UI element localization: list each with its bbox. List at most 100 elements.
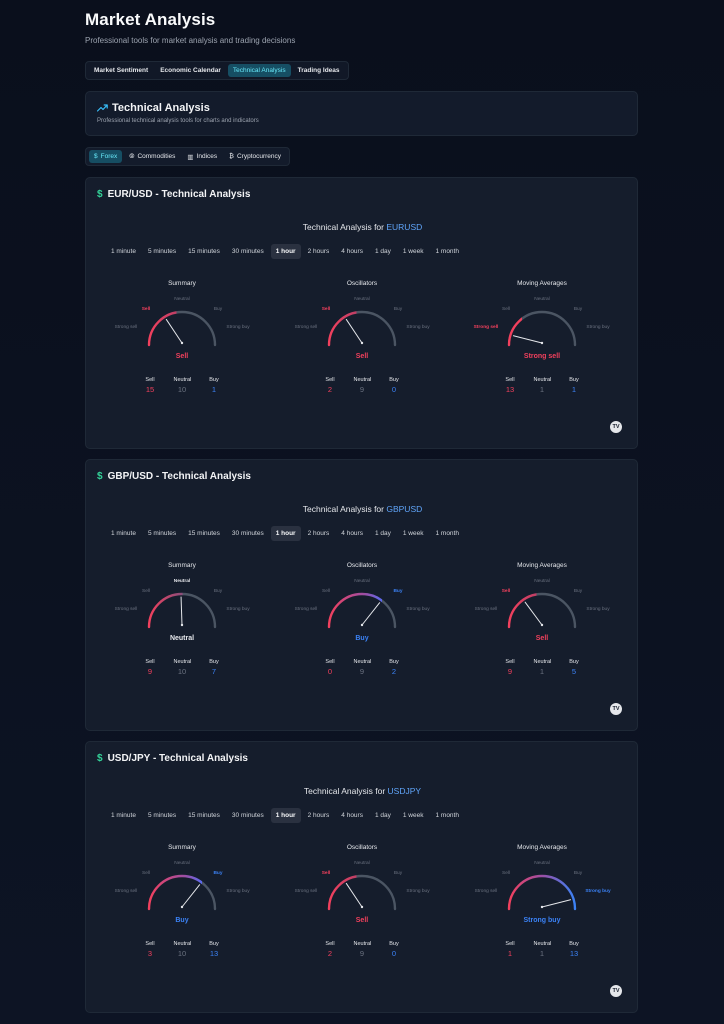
interval-1-week[interactable]: 1 week <box>402 530 424 537</box>
widget-heading-symbol[interactable]: EURUSD <box>386 222 423 232</box>
asset-tab-commodities[interactable]: ⦾ Commodities <box>124 150 180 164</box>
gauge-dial: Strong sell Sell Neutral Buy Strong buy <box>115 578 250 629</box>
gauge-arc <box>327 592 397 629</box>
asset-tab-forex[interactable]: $ Forex <box>89 150 123 163</box>
interval-selector: 1 minute 5 minutes 15 minutes 30 minutes 1 h… <box>106 808 464 823</box>
gauge-counts: Sell 1 Neutral 1 Buy 13 <box>452 941 632 958</box>
interval-2-hours[interactable]: 2 hours <box>307 248 330 255</box>
tradingview-logo-icon[interactable]: TV <box>610 421 622 433</box>
interval-15-minutes[interactable]: 15 minutes <box>188 530 220 537</box>
count-buy: Buy 13 <box>206 941 223 958</box>
tradingview-logo-icon[interactable]: TV <box>610 703 622 715</box>
interval-15-minutes[interactable]: 15 minutes <box>188 812 220 819</box>
interval-1-month[interactable]: 1 month <box>435 812 459 819</box>
interval-4-hours[interactable]: 4 hours <box>341 530 363 537</box>
count-sell: Sell 9 <box>502 659 519 676</box>
interval-30-minutes[interactable]: 30 minutes <box>231 530 264 537</box>
gauge-label-sell: Sell <box>322 870 331 876</box>
gauge-title[interactable]: Summary <box>168 280 196 287</box>
gauge-verdict: Buy <box>355 635 369 642</box>
interval-5-minutes[interactable]: 5 minutes <box>147 530 177 537</box>
interval-1-week[interactable]: 1 week <box>402 812 424 819</box>
gauge-title[interactable]: Oscillators <box>346 562 378 569</box>
gauge-title[interactable]: Summary <box>168 844 196 851</box>
interval-5-minutes[interactable]: 5 minutes <box>147 248 177 255</box>
count-buy: Buy 7 <box>206 659 223 676</box>
gauge-label-sell: Sell <box>502 588 511 594</box>
count-neutral: Neutral 10 <box>174 941 192 958</box>
asset-tab-indices[interactable]: ▥ Indices <box>182 150 222 164</box>
count-label: Neutral <box>353 377 372 383</box>
interval-1-hour[interactable]: 1 hour <box>270 244 301 259</box>
gauge-label-strong-buy: Strong buy <box>406 606 430 612</box>
count-neutral: Neutral 1 <box>534 659 552 676</box>
interval-4-hours[interactable]: 4 hours <box>341 812 363 819</box>
gauge-title[interactable]: Moving Averages <box>517 280 567 287</box>
asset-tab-cryptocurrency[interactable]: ₿ Cryptocurrency <box>224 150 286 163</box>
interval-1-month[interactable]: 1 month <box>435 530 459 537</box>
interval-15-minutes[interactable]: 15 minutes <box>188 248 220 255</box>
interval-1-week[interactable]: 1 week <box>402 248 424 255</box>
count-buy: Buy 2 <box>386 659 403 676</box>
interval-selector: 1 minute 5 minutes 15 minutes 30 minutes 1 h… <box>106 244 464 259</box>
interval-30-minutes[interactable]: 30 minutes <box>231 812 264 819</box>
widget-heading-prefix: Technical Analysis for <box>302 504 387 514</box>
widget-heading-symbol[interactable]: USDJPY <box>387 786 422 796</box>
gauge-title[interactable]: Oscillators <box>346 844 378 851</box>
gauge-label-neutral: Neutral <box>174 578 191 584</box>
widget-heading-symbol[interactable]: GBPUSD <box>386 504 423 514</box>
interval-1-hour[interactable]: 1 hour <box>270 526 301 541</box>
interval-1-day[interactable]: 1 day <box>374 530 391 537</box>
interval-1-hour[interactable]: 1 hour <box>270 808 301 823</box>
tab-market-sentiment[interactable]: Market Sentiment <box>94 67 149 74</box>
gauge-title[interactable]: Moving Averages <box>517 844 567 851</box>
count-value: 9 <box>507 667 513 676</box>
indices-icon: ▥ <box>187 153 194 161</box>
gauge-needle <box>345 318 363 344</box>
gauge-label-sell: Sell <box>502 870 510 876</box>
interval-2-hours[interactable]: 2 hours <box>307 812 330 819</box>
gauge-title[interactable]: Summary <box>168 562 196 569</box>
interval-1-minute[interactable]: 1 minute <box>111 812 136 819</box>
gauge-oscillators: Oscillators Strong sell Sell Neutral Buy Stro… <box>272 278 452 408</box>
tab-technical-analysis[interactable]: Technical Analysis <box>227 64 291 77</box>
interval-1-month[interactable]: 1 month <box>435 248 459 255</box>
count-sell: Sell 13 <box>502 377 519 394</box>
tab-economic-calendar[interactable]: Economic Calendar <box>160 67 221 74</box>
gauge-dial: Strong sell Sell Neutral Buy Strong buy <box>475 860 611 911</box>
gauge-label-sell: Sell <box>502 306 510 312</box>
widget-heading-prefix: Technical Analysis for <box>303 786 388 796</box>
dollar-icon: $ <box>97 471 103 482</box>
pair-card-eurusd: $ EUR/USD - Technical Analysis Technical A… <box>85 177 638 449</box>
interval-1-minute[interactable]: 1 minute <box>111 248 136 255</box>
interval-1-day[interactable]: 1 day <box>374 812 391 819</box>
tradingview-logo-icon[interactable]: TV <box>610 985 622 997</box>
pair-title-text: USD/JPY - Technical Analysis <box>107 753 248 764</box>
count-value: 2 <box>327 385 333 394</box>
gauge-title[interactable]: Moving Averages <box>517 562 567 569</box>
count-label: Sell <box>505 377 515 383</box>
gauge-moving-averages: Moving Averages Strong sell Sell Neutral Buy… <box>452 842 632 972</box>
gauge-label-strong-buy: Strong buy <box>586 324 610 330</box>
gauge-summary: Summary Strong sell Sell Neutral Buy Strong b… <box>92 560 272 690</box>
gauge-needle-hub <box>180 623 184 627</box>
gauge-label-buy: Buy <box>574 870 583 876</box>
count-label: Sell <box>325 659 335 665</box>
cryptocurrency-icon: ₿ <box>229 153 234 160</box>
tab-trading-ideas[interactable]: Trading Ideas <box>297 67 340 74</box>
interval-4-hours[interactable]: 4 hours <box>341 248 363 255</box>
interval-2-hours[interactable]: 2 hours <box>307 530 330 537</box>
count-sell: Sell 2 <box>322 941 339 958</box>
interval-5-minutes[interactable]: 5 minutes <box>147 812 177 819</box>
gauge-counts: Sell 0 Neutral 9 Buy 2 <box>272 659 452 676</box>
count-sell: Sell 9 <box>142 659 159 676</box>
gauge-dial: Strong sell Sell Neutral Buy Strong buy <box>475 578 610 629</box>
widget-heading-prefix: Technical Analysis for <box>302 222 387 232</box>
gauge-title[interactable]: Oscillators <box>346 280 378 287</box>
interval-1-day[interactable]: 1 day <box>374 248 391 255</box>
gauge-needle <box>180 596 183 626</box>
interval-30-minutes[interactable]: 30 minutes <box>231 248 264 255</box>
interval-1-minute[interactable]: 1 minute <box>111 530 136 537</box>
forex-icon: $ <box>94 153 98 160</box>
count-label: Sell <box>505 941 515 947</box>
